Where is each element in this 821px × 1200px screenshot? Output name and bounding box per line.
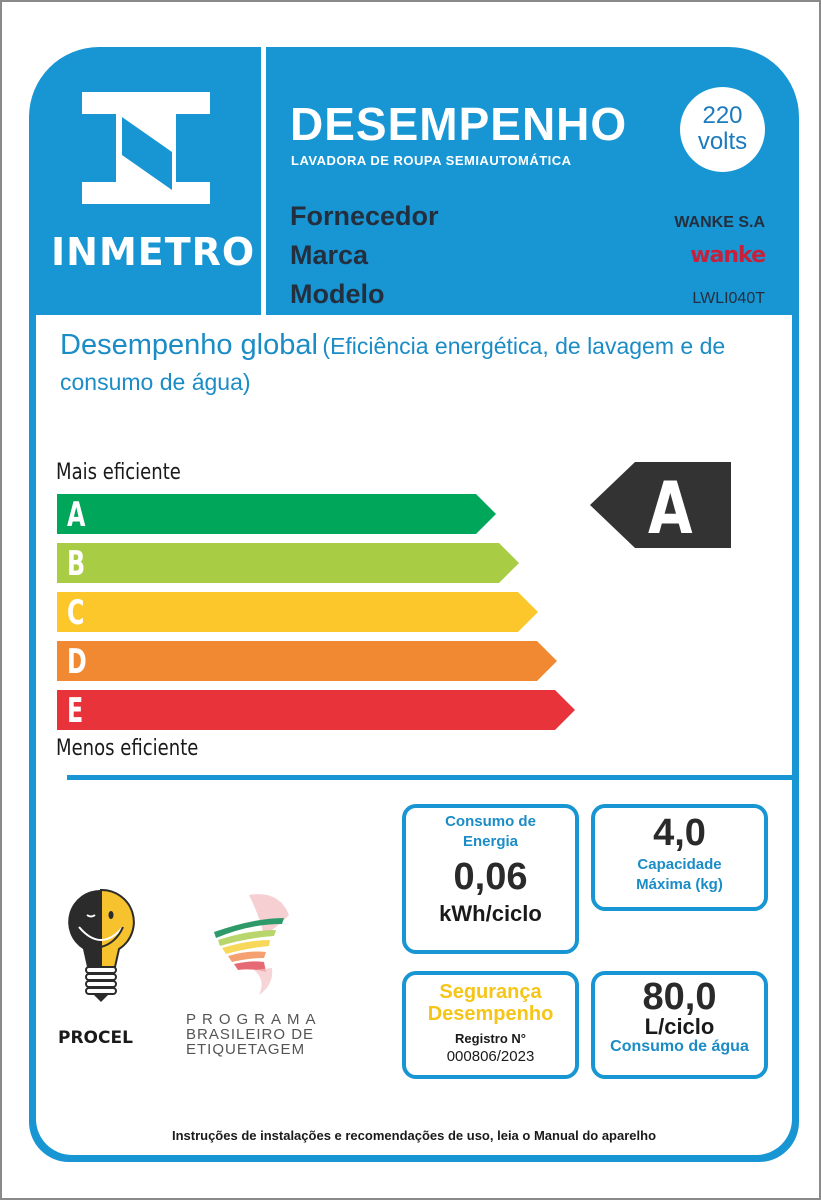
pbe-line: PROGRAMA [186,1011,322,1028]
inmetro-wordmark: INMETRO [51,230,256,274]
appliance-type: LAVADORA DE ROUPA SEMIAUTOMÁTICA [291,153,572,168]
class-bar-c: C [57,592,538,632]
capacity-box: 4,0 Capacidade Máxima (kg) [591,804,768,911]
class-letter: A [67,495,86,535]
class-bar-b: B [57,543,519,583]
pbe-line: BRASILEIRO DE [186,1026,315,1043]
inmetro-logo: INMETRO [29,47,261,315]
class-bar-d: D [57,641,557,681]
water-consumption-box: 80,0 L/ciclo Consumo de água [591,971,768,1079]
voltage-value: 220 [702,102,743,129]
procel-wordmark: PROCEL [58,1028,133,1048]
brand-label: Marca [290,240,369,270]
global-title-main: Desempenho global [60,329,318,361]
class-letter: C [67,593,85,633]
energy-caption: Consumo de [445,813,536,830]
pbe-wordmark: PROGRAMA BRASILEIRO DE ETIQUETAGEM [186,1012,322,1057]
section-divider [67,775,792,780]
performance-panel: Desempenho global (Eficiência energética… [36,315,792,1155]
rating-letter: A [648,466,693,550]
inmetro-i-icon [82,92,210,204]
supplier-label: Fornecedor [290,201,439,231]
global-title-detail: (Eficiência energética, de lavagem e de … [60,333,726,395]
least-efficient-label: Menos eficiente [56,736,199,761]
most-efficient-label: Mais eficiente [56,460,181,485]
capacity-caption: Capacidade [637,856,722,873]
registry-label: Registro N° [455,1031,526,1046]
energy-value: 0,06 [453,856,528,898]
class-letter: B [67,544,86,584]
water-caption: Consumo de água [610,1038,749,1055]
pbe-line: ETIQUETAGEM [186,1041,306,1058]
registry-number: 000806/2023 [446,1048,535,1065]
safety-registry-box: Segurança Desempenho Registro N° 000806/… [402,971,579,1079]
manual-instructions: Instruções de instalações e recomendaçõe… [171,1128,657,1143]
energy-caption: Energia [462,833,519,850]
safety-title: Segurança [439,981,542,1003]
energy-consumption-box: Consumo de Energia 0,06 kWh/ciclo [402,804,579,954]
voltage-unit: volts [697,128,748,155]
water-unit: L/ciclo [644,1014,715,1039]
capacity-caption: Máxima (kg) [636,876,723,893]
model-value: LWLI040T [692,290,765,307]
class-bar-e: E [57,690,575,730]
energy-label-frame: INMETRO DESEMPENHO LAVADORA DE ROUPA SEM… [29,47,799,1162]
safety-title: Desempenho [427,1003,554,1025]
header-divider [261,47,266,315]
global-performance-title: Desempenho global (Eficiência energética… [60,329,760,402]
class-letter: E [67,691,84,731]
water-value: 80,0 [642,976,717,1018]
voltage-badge: 220 volts [680,87,765,172]
brand-logo: wanke [690,243,766,268]
pbe-ribbon-icon [214,894,289,995]
energy-unit: kWh/ciclo [439,901,542,926]
model-label: Modelo [290,279,385,309]
capacity-value: 4,0 [653,812,706,854]
procel-bulb-icon [68,888,135,1002]
class-letter: D [67,642,87,682]
supplier-value: WANKE S.A [674,214,765,231]
label-title: DESEMPENHO [290,98,628,150]
class-bar-a: A [57,494,496,534]
rating-indicator: A [590,462,731,548]
